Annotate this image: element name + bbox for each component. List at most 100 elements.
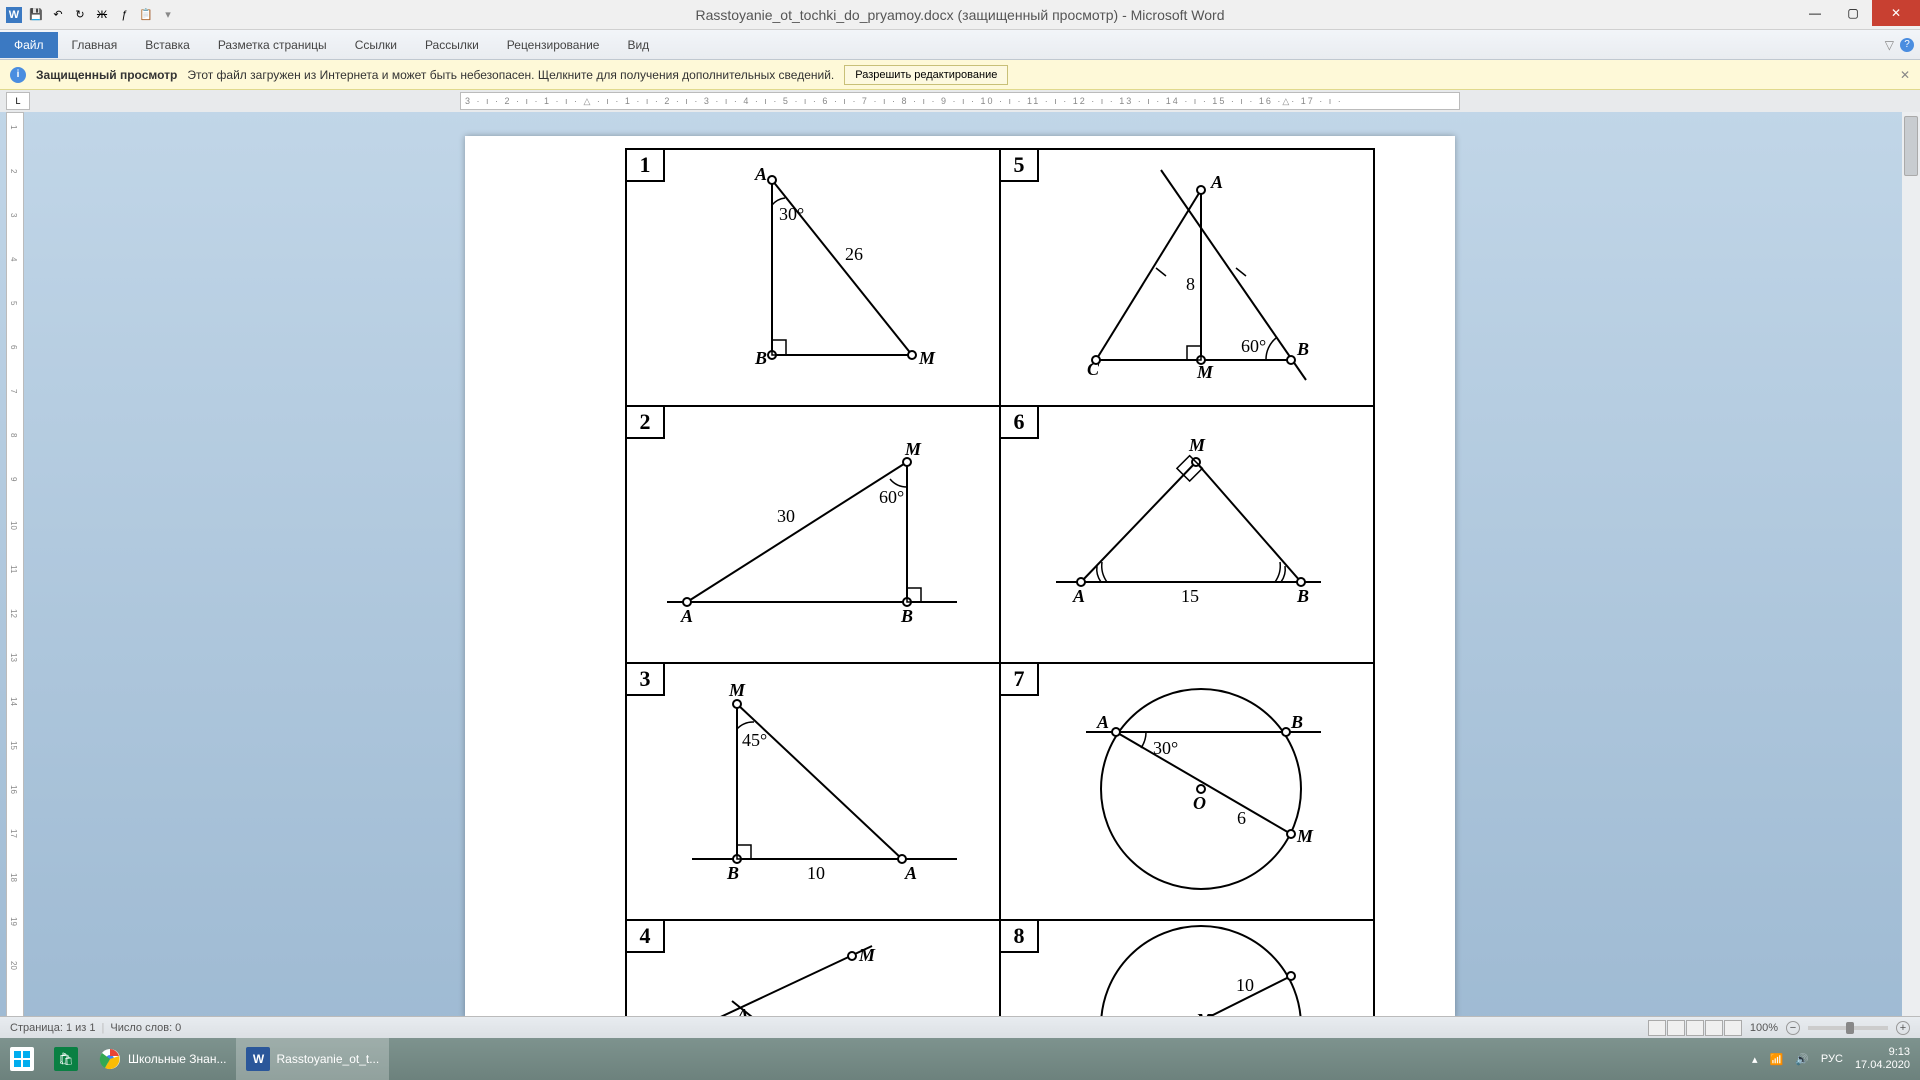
tab-references[interactable]: Ссылки: [341, 32, 411, 58]
tray-clock[interactable]: 9:13 17.04.2020: [1855, 1046, 1910, 1072]
quick-access-toolbar: W 💾 ↶ ↻ Ж ƒ 📋 ▾: [0, 7, 176, 23]
svg-text:A: A: [1072, 586, 1085, 606]
undo-icon[interactable]: ↶: [50, 7, 66, 23]
maximize-button[interactable]: ▢: [1834, 0, 1872, 26]
tray-time: 9:13: [1855, 1046, 1910, 1059]
taskbar-chrome[interactable]: Школьные Знан...: [88, 1038, 236, 1080]
svg-text:30°: 30°: [779, 204, 804, 224]
scrollbar-thumb[interactable]: [1904, 116, 1918, 176]
vertical-ruler[interactable]: 1234567891011121314151617181920: [6, 112, 24, 1018]
status-bar: Страница: 1 из 1 | Число слов: 0 100% − …: [0, 1016, 1920, 1038]
start-button[interactable]: [0, 1038, 44, 1080]
diagram-7: A B O M 30° 6: [1001, 664, 1373, 919]
enable-editing-button[interactable]: Разрешить редактирование: [844, 65, 1008, 85]
view-outline[interactable]: [1705, 1020, 1723, 1036]
view-draft[interactable]: [1724, 1020, 1742, 1036]
svg-text:45°: 45°: [742, 730, 767, 750]
taskbar: 🛍 Школьные Знан... WRasstoyanie_ot_t... …: [0, 1038, 1920, 1080]
svg-text:A: A: [904, 863, 917, 883]
document-page: 1 A B M 30° 26: [465, 136, 1455, 1018]
cell-7: 7 A B O M 30°: [1001, 664, 1373, 919]
svg-text:B: B: [1290, 712, 1303, 732]
svg-text:M: M: [858, 945, 876, 965]
protected-view-title: Защищенный просмотр: [36, 68, 177, 82]
svg-text:15: 15: [1181, 586, 1199, 606]
view-web-layout[interactable]: [1686, 1020, 1704, 1036]
word-count[interactable]: Число слов: 0: [110, 1022, 181, 1034]
taskbar-word[interactable]: WRasstoyanie_ot_t...: [236, 1038, 389, 1080]
diagram-3: M B A 45° 10: [627, 664, 999, 919]
taskbar-store[interactable]: 🛍: [44, 1038, 88, 1080]
minimize-button[interactable]: —: [1796, 0, 1834, 26]
diagram-4: M A: [627, 921, 999, 1018]
diagram-5: A B C M 8 60°: [1001, 150, 1373, 405]
svg-text:B: B: [726, 863, 739, 883]
word-icon: W: [6, 7, 22, 23]
paste-icon[interactable]: 📋: [138, 7, 154, 23]
script-icon[interactable]: ƒ: [116, 7, 132, 23]
zoom-out-icon[interactable]: −: [1786, 1021, 1800, 1035]
shield-icon: i: [10, 67, 26, 83]
help-icon[interactable]: ?: [1900, 38, 1914, 52]
svg-text:C: C: [1087, 359, 1100, 379]
qat-dropdown-icon[interactable]: ▾: [160, 7, 176, 23]
svg-text:M: M: [728, 680, 746, 700]
tab-layout[interactable]: Разметка страницы: [204, 32, 341, 58]
cell-1: 1 A B M 30° 26: [627, 150, 999, 405]
protected-view-close-icon[interactable]: ✕: [1900, 68, 1910, 82]
tray-up-icon[interactable]: ▴: [1752, 1053, 1758, 1066]
svg-text:M: M: [918, 348, 936, 368]
title-bar: W 💾 ↶ ↻ Ж ƒ 📋 ▾ Rasstoyanie_ot_tochki_do…: [0, 0, 1920, 30]
diagram-2: A B M 30 60°: [627, 407, 999, 662]
view-print-layout[interactable]: [1648, 1020, 1666, 1036]
svg-text:A: A: [754, 164, 767, 184]
view-full-screen[interactable]: [1667, 1020, 1685, 1036]
tray-date: 17.04.2020: [1855, 1059, 1910, 1072]
ruler-toggle[interactable]: L: [6, 92, 30, 110]
horizontal-ruler[interactable]: 3 · ı · 2 · ı · 1 · ı · △ · ı · 1 · ı · …: [460, 92, 1460, 110]
svg-text:10: 10: [807, 863, 825, 883]
svg-text:8: 8: [1186, 274, 1195, 294]
tab-mailings[interactable]: Рассылки: [411, 32, 493, 58]
document-area: 1234567891011121314151617181920 1: [0, 112, 1920, 1018]
close-button[interactable]: ✕: [1872, 0, 1920, 26]
tab-view[interactable]: Вид: [613, 32, 663, 58]
ribbon-collapse-icon[interactable]: ▽: [1885, 38, 1894, 52]
window-controls: — ▢ ✕: [1796, 0, 1920, 26]
tab-file[interactable]: Файл: [0, 32, 58, 58]
diagram-6: A B M 15: [1001, 407, 1373, 662]
cell-2: 2 A B M 30 60°: [627, 407, 999, 662]
svg-text:10: 10: [1236, 975, 1254, 995]
redo-icon[interactable]: ↻: [72, 7, 88, 23]
protected-view-text[interactable]: Этот файл загружен из Интернета и может …: [187, 68, 834, 82]
zoom-slider[interactable]: [1808, 1026, 1888, 1030]
strike-icon[interactable]: Ж: [94, 7, 110, 23]
tray-volume-icon[interactable]: 🔊: [1795, 1053, 1809, 1066]
geometry-table: 1 A B M 30° 26: [625, 148, 1375, 1018]
ruler-row: L 3 · ı · 2 · ı · 1 · ı · △ · ı · 1 · ı …: [0, 90, 1920, 112]
svg-text:6: 6: [1237, 808, 1246, 828]
save-icon[interactable]: 💾: [28, 7, 44, 23]
svg-text:A: A: [1210, 172, 1223, 192]
vertical-scrollbar[interactable]: [1902, 112, 1920, 1018]
cell-3: 3 M B A 45° 10: [627, 664, 999, 919]
cell-4: 4 M A: [627, 921, 999, 1018]
svg-text:B: B: [900, 606, 913, 626]
svg-text:B: B: [1296, 339, 1309, 359]
cell-5: 5 A B: [1001, 150, 1373, 405]
page-indicator[interactable]: Страница: 1 из 1: [10, 1022, 96, 1034]
zoom-in-icon[interactable]: +: [1896, 1021, 1910, 1035]
svg-text:26: 26: [845, 244, 863, 264]
svg-text:M: M: [1296, 826, 1314, 846]
zoom-level[interactable]: 100%: [1750, 1022, 1778, 1034]
tab-home[interactable]: Главная: [58, 32, 132, 58]
window-title: Rasstoyanie_ot_tochki_do_pryamoy.docx (з…: [695, 7, 1224, 23]
diagram-1: A B M 30° 26: [627, 150, 999, 405]
tray-language[interactable]: РУС: [1821, 1053, 1843, 1065]
svg-text:30: 30: [777, 506, 795, 526]
tab-review[interactable]: Рецензирование: [493, 32, 614, 58]
tab-insert[interactable]: Вставка: [131, 32, 204, 58]
svg-text:B: B: [1296, 586, 1309, 606]
cell-6: 6 A B M: [1001, 407, 1373, 662]
tray-network-icon[interactable]: 📶: [1770, 1053, 1784, 1066]
